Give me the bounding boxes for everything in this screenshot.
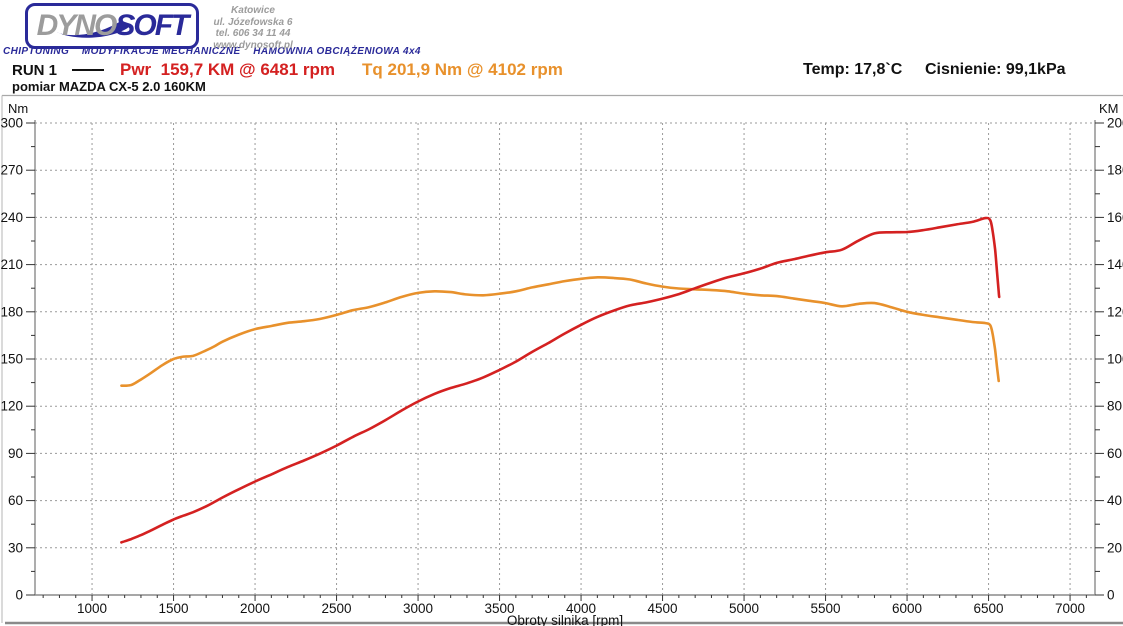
tick-label: 180 bbox=[0, 304, 23, 319]
tick-label: 90 bbox=[8, 446, 23, 461]
torque-curve bbox=[120, 275, 1000, 387]
run-label: RUN 1 bbox=[12, 62, 58, 79]
pressure-label: Cisnienie: 99,1kPa bbox=[925, 61, 1066, 78]
tick-label: 80 bbox=[1107, 399, 1122, 414]
axis-ticks bbox=[26, 122, 1104, 601]
tick-label: 1500 bbox=[159, 601, 189, 616]
swoosh-shape bbox=[55, 21, 129, 38]
tick-label: 0 bbox=[1107, 588, 1115, 603]
tick-label: 6500 bbox=[974, 601, 1004, 616]
tick-label: 210 bbox=[0, 257, 23, 272]
logo-text-dyno: DYNO bbox=[36, 9, 118, 42]
power-curve bbox=[120, 216, 1001, 544]
tick-label: 60 bbox=[8, 493, 23, 508]
gridlines bbox=[35, 122, 1095, 595]
tick-label: 240 bbox=[0, 210, 23, 225]
address-line-3: www.dynosoft.pl bbox=[213, 39, 293, 51]
axis-tick-labels: 0306090120150180210240270300020406080100… bbox=[0, 116, 1123, 617]
torque-peak-label: Tq 201,9 Nm @ 4102 rpm bbox=[362, 60, 563, 79]
tick-label: 5500 bbox=[811, 601, 841, 616]
tick-label: 300 bbox=[0, 116, 23, 131]
tick-label: 120 bbox=[1107, 304, 1123, 319]
tick-label: 3000 bbox=[403, 601, 433, 616]
tick-label: KM bbox=[1099, 101, 1119, 116]
logo-text-soft: SOFT bbox=[115, 9, 189, 42]
tick-label: 30 bbox=[8, 540, 23, 555]
logo-swoosh-icon bbox=[55, 21, 129, 38]
tick-label: 6000 bbox=[892, 601, 922, 616]
tick-label: 0 bbox=[15, 588, 23, 603]
run-legend-line bbox=[72, 69, 104, 71]
tick-label: 120 bbox=[0, 399, 23, 414]
power-peak-label: Pwr 159,7 KM @ 6481 rpm bbox=[120, 60, 336, 79]
tick-label: 40 bbox=[1107, 493, 1122, 508]
tick-label: 140 bbox=[1107, 257, 1123, 272]
tick-label: 1000 bbox=[77, 601, 107, 616]
tick-label: 2000 bbox=[240, 601, 270, 616]
temperature-label: Temp: 17,8`C bbox=[803, 61, 903, 78]
tick-label: 3500 bbox=[485, 601, 515, 616]
tick-label: 2500 bbox=[322, 601, 352, 616]
tick-label: 100 bbox=[1107, 352, 1123, 367]
address-line-2: tel. 606 34 11 44 bbox=[215, 28, 291, 39]
tick-label: 4500 bbox=[648, 601, 678, 616]
tick-label: 4000 bbox=[566, 601, 596, 616]
axes bbox=[34, 120, 1096, 596]
tick-label: 20 bbox=[1107, 540, 1122, 555]
address-line-1: ul. Józefowska 6 bbox=[213, 16, 293, 28]
tick-label: 160 bbox=[1107, 210, 1123, 225]
tick-label: 60 bbox=[1107, 446, 1122, 461]
dynosoft-logo: DYNO SOFT bbox=[25, 3, 199, 49]
tick-label: Nm bbox=[8, 101, 28, 116]
tick-label: 270 bbox=[0, 163, 23, 178]
tick-label: 5000 bbox=[729, 601, 759, 616]
tick-label: 150 bbox=[0, 352, 23, 367]
tick-label: 180 bbox=[1107, 163, 1123, 178]
panel-frame bbox=[1, 94, 1123, 625]
logo-tagline: CHIPTUNING MODYFIKACJE MECHANICZNE HAMOW… bbox=[3, 46, 421, 57]
logo-address: Katowice ul. Józefowska 6 tel. 606 34 11 4… bbox=[193, 5, 313, 51]
address-line-0: Katowice bbox=[231, 5, 275, 16]
measurement-subtitle: pomiar MAZDA CX-5 2.0 160KM bbox=[12, 79, 206, 94]
axis-unit-labels: Nm KM Obroty silnika [rpm] bbox=[8, 101, 1119, 626]
tick-label: 200 bbox=[1107, 116, 1123, 131]
tick-label: Obroty silnika [rpm] bbox=[507, 613, 623, 626]
tick-label: 7000 bbox=[1055, 601, 1085, 616]
